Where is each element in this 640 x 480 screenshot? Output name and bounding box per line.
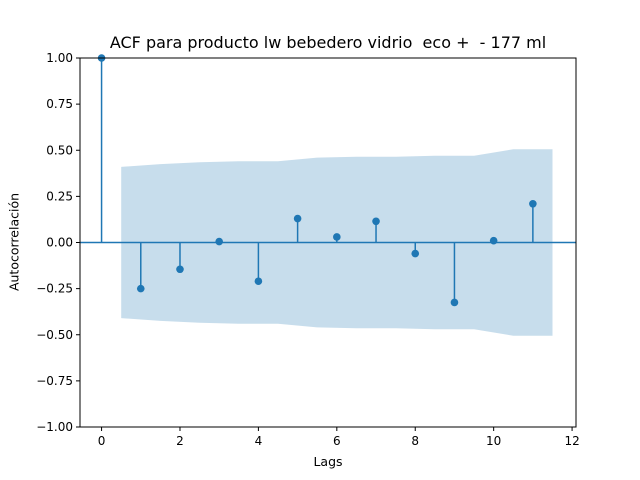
y-axis-label: Autocorrelación (6, 192, 22, 292)
y-tick-label: −1.00 (36, 420, 73, 434)
x-axis-label: Lags (313, 454, 343, 469)
stem-marker-lag-10 (489, 236, 498, 245)
y-tick-label: 0.75 (46, 97, 73, 111)
y-tick-label: 1.00 (46, 51, 73, 65)
x-tick-label: 6 (333, 434, 341, 448)
stem-marker-lag-3 (215, 237, 223, 246)
x-tick-label: 0 (98, 434, 106, 448)
stem-marker-lag-9 (450, 298, 459, 307)
stem-marker-lag-11 (529, 199, 537, 208)
stem-marker-lag-5 (293, 214, 302, 223)
x-tick-label: 2 (176, 434, 184, 448)
stem-marker-lag-8 (411, 249, 420, 258)
y-tick-label: 0.25 (46, 189, 73, 203)
y-tick-label: 0.50 (46, 143, 73, 157)
y-tick-label: 0.00 (46, 236, 73, 250)
stem-marker-lag-7 (372, 217, 380, 226)
x-tick-label: 8 (411, 434, 419, 448)
stem-marker-lag-1 (136, 284, 145, 293)
y-tick-label: −0.50 (36, 328, 73, 342)
y-tick-label: −0.75 (36, 374, 73, 388)
stem-marker-lag-2 (176, 265, 184, 274)
chart-title: ACF para producto lw bebedero vidrio eco… (109, 33, 547, 52)
stem-marker-lag-6 (333, 233, 341, 241)
stem-marker-lag-4 (254, 277, 263, 286)
y-tick-label: −0.25 (36, 282, 73, 296)
x-tick-label: 12 (564, 434, 579, 448)
x-tick-label: 4 (255, 434, 263, 448)
x-tick-label: 10 (486, 434, 501, 448)
